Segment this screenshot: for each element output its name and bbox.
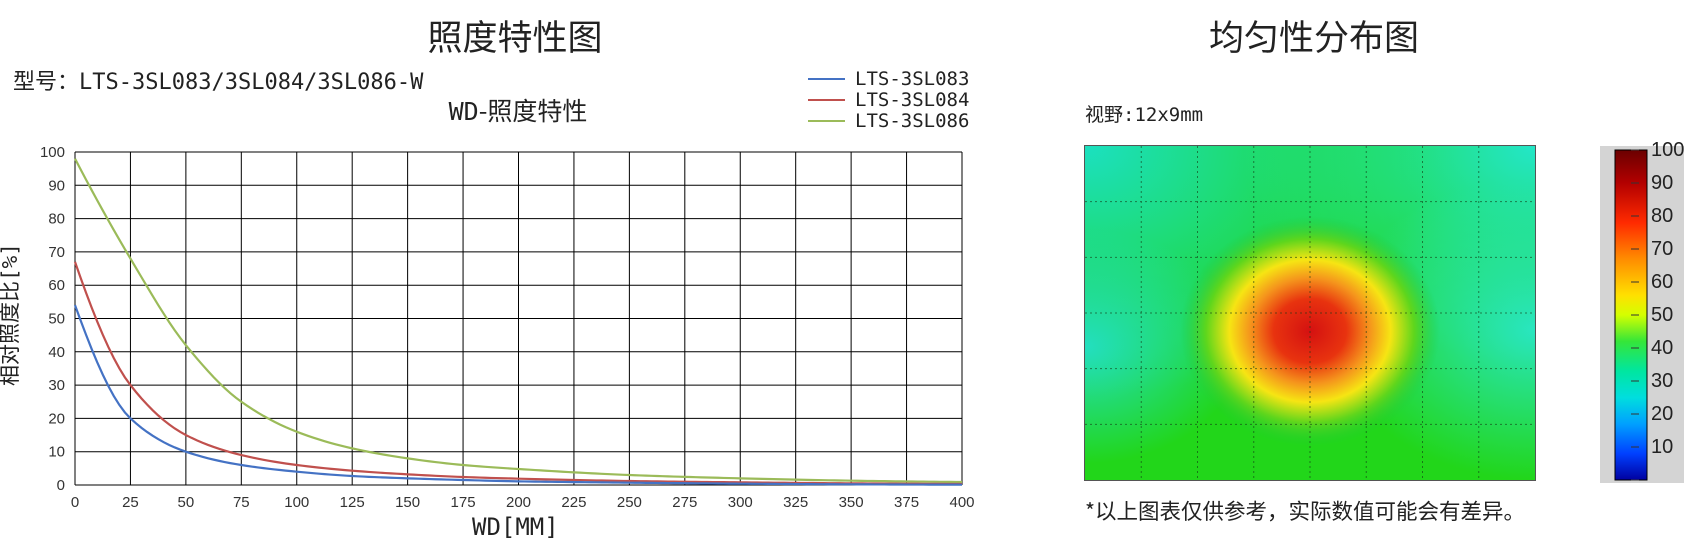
svg-text:70: 70: [1651, 238, 1673, 260]
svg-text:30: 30: [1651, 370, 1673, 392]
svg-text:20: 20: [1651, 403, 1673, 425]
svg-text:10: 10: [1651, 436, 1673, 458]
svg-text:80: 80: [1651, 205, 1673, 227]
svg-text:50: 50: [1651, 304, 1673, 326]
svg-text:40: 40: [1651, 337, 1673, 359]
svg-text:60: 60: [1651, 271, 1673, 293]
svg-text:100: 100: [1651, 139, 1684, 161]
svg-text:90: 90: [1651, 172, 1673, 194]
